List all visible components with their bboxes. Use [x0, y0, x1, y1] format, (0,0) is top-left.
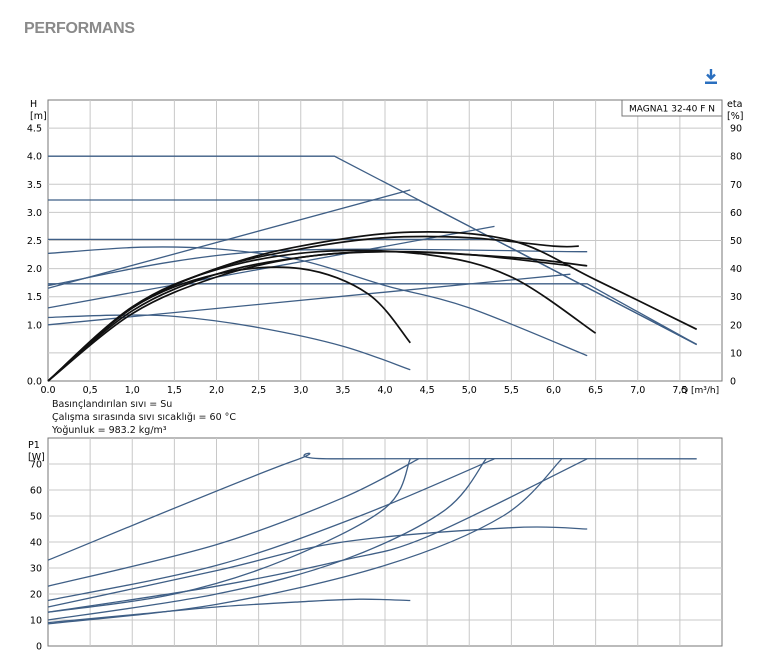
power-curve: [47, 458, 495, 602]
y-tick-label: 70: [30, 460, 42, 471]
x-tick-label: 1,0: [125, 385, 140, 396]
page-title: PERFORMANS: [24, 20, 135, 37]
y-right-tick-label: 30: [730, 292, 742, 303]
x-tick-label: 7,0: [630, 385, 645, 396]
power-curve: [47, 458, 563, 625]
x-tick-label: 4,5: [420, 385, 435, 396]
y-right-tick-label: 10: [730, 348, 742, 359]
y-tick-label: 3.5: [27, 180, 42, 191]
y-tick-label: 1.5: [27, 292, 42, 303]
efficiency-curve: [47, 235, 579, 382]
y-tick-label: 0.0: [27, 377, 42, 388]
power-curve: [47, 458, 411, 613]
efficiency-curve: [47, 250, 571, 382]
y-tick-label: 60: [30, 486, 42, 497]
y-tick-label: 4.0: [27, 152, 42, 163]
y-right-tick-label: 90: [730, 124, 742, 135]
y-axis-unit: [W]: [28, 452, 45, 463]
y-tick-label: 10: [30, 616, 42, 627]
y-right-axis-unit: [%]: [727, 111, 743, 122]
y-right-tick-label: 20: [730, 320, 742, 331]
legend-label: MAGNA1 32-40 F N: [629, 105, 715, 115]
legend-box: [621, 99, 723, 117]
pump-curve: [47, 189, 411, 289]
power-curve: [47, 452, 697, 561]
y-axis-label: H: [30, 99, 37, 110]
fluid-info: Basınçlandırılan sıvı = Su Çalışma sıras…: [52, 398, 236, 437]
y-right-tick-label: 40: [730, 264, 742, 275]
fluid-info-line: Basınçlandırılan sıvı = Su: [52, 399, 173, 410]
x-tick-label: 5,5: [504, 385, 519, 396]
pump-curve: [47, 314, 411, 371]
fluid-info-line: Yoğunluk = 983.2 kg/m³: [52, 425, 167, 436]
y-right-tick-label: 0: [730, 377, 736, 388]
fluid-info-line: Çalışma sırasında sıvı sıcaklığı = 60 °C: [52, 412, 237, 423]
pump-curve: [47, 248, 588, 287]
pump-curve: [47, 273, 571, 326]
y-tick-label: 0: [36, 642, 42, 653]
x-tick-label: 4,0: [377, 385, 392, 396]
x-tick-label: 2,5: [251, 385, 266, 396]
y-tick-label: 50: [30, 512, 42, 523]
y-tick-label: 30: [30, 564, 42, 575]
y-tick-label: 40: [30, 538, 42, 549]
y-right-tick-label: 50: [730, 236, 742, 247]
pump-curve: [48, 283, 698, 346]
x-tick-label: 0.0: [40, 385, 55, 396]
x-axis-label: Q [m³/h]: [681, 386, 719, 396]
power-curve: [47, 458, 419, 587]
y-right-tick-label: 70: [730, 180, 742, 191]
y-tick-label: 4.5: [27, 124, 42, 135]
y-right-tick-label: 80: [730, 152, 742, 163]
x-tick-label: 0,5: [83, 385, 98, 396]
y-tick-label: 2.0: [27, 264, 42, 275]
y-tick-label: 20: [30, 590, 42, 601]
x-tick-label: 3,0: [293, 385, 308, 396]
y-axis-unit: [m]: [30, 111, 47, 122]
x-tick-label: 3,5: [335, 385, 350, 396]
download-icon[interactable]: [703, 68, 719, 86]
y-axis-label: P1: [28, 440, 40, 451]
power-curve: [47, 526, 588, 608]
x-tick-label: 6,5: [588, 385, 603, 396]
power-curve: [47, 598, 411, 624]
power-curve: [47, 458, 487, 621]
x-tick-label: 7,5: [672, 385, 687, 396]
y-tick-label: 1.0: [27, 320, 42, 331]
x-tick-label: 2,0: [209, 385, 224, 396]
y-tick-label: 2.5: [27, 236, 42, 247]
x-tick-label: 5,0: [462, 385, 477, 396]
x-tick-label: 1,5: [167, 385, 182, 396]
y-right-axis-label: eta: [727, 99, 742, 110]
efficiency-curve: [47, 249, 597, 382]
y-tick-label: 3.0: [27, 208, 42, 219]
y-right-tick-label: 60: [730, 208, 742, 219]
x-tick-label: 6,0: [546, 385, 561, 396]
